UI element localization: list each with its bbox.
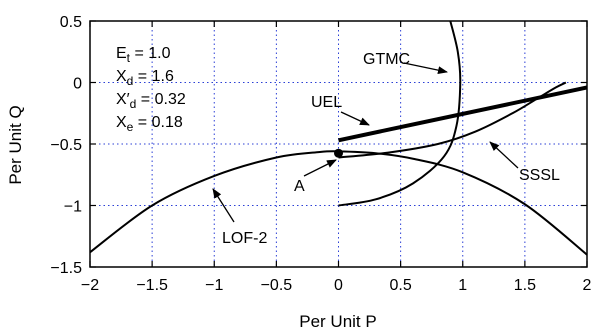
parameter-3: Xe = 0.18 [116,114,183,134]
x-tick-label: −1 [205,277,223,294]
series-gtmc [338,21,462,207]
x-tick-label: 0 [334,277,343,294]
parameter-1: Xd = 1.6 [116,68,174,88]
parameter-0: Et = 1.0 [116,45,171,65]
annotation-sssl: SSSL [489,141,560,184]
annotation-label: UEL [311,94,342,111]
y-tick-label: 0.5 [60,14,82,31]
point-a [334,148,343,158]
y-tick-label: 0 [73,76,82,93]
annotation-lof2: LOF-2 [212,188,267,247]
annotation-arrow [212,188,235,223]
annotation-arrow [340,111,370,126]
annotation-label: GTMC [363,51,410,68]
ticks [89,20,588,268]
x-tick-label: 0.5 [390,277,412,294]
x-tick-label: 2 [583,277,592,294]
annotation-uel: UEL [311,94,370,126]
annotation-label: A [294,178,305,195]
x-axis-label: Per Unit P [299,312,376,331]
annotation-label: LOF-2 [222,230,267,247]
series-sssl [338,81,567,159]
x-tick-label: −2 [81,277,99,294]
x-tick-label: 1.5 [514,277,536,294]
y-tick-label: −0.5 [50,137,82,154]
series-lof-2 [90,150,587,256]
x-tick-label: 1 [458,277,467,294]
parameter-block: Et = 1.0 Xd = 1.6 X′d = 0.32 Xe = 0.18 [116,45,186,134]
annotation-arrow [403,62,448,75]
tick-labels: −2 −1.5 −1 −0.5 0 0.5 1 1.5 20.50−0.5−1−1.5 [50,14,591,294]
parameter-2: X′d = 0.32 [116,91,186,111]
series-uel [338,85,587,143]
annotation-gtmc: GTMC [363,51,448,75]
annotation-a: A [294,159,337,195]
annotation-arrow [303,159,337,177]
x-tick-label: −0.5 [261,277,293,294]
y-tick-label: −1.5 [50,260,82,277]
x-tick-label: −1.5 [136,277,168,294]
annotation-arrow [489,141,519,169]
y-tick-label: −1 [64,199,82,216]
curves [90,21,587,256]
annotation-label: SSSL [519,167,560,184]
y-axis-label: Per Unit Q [6,105,25,184]
